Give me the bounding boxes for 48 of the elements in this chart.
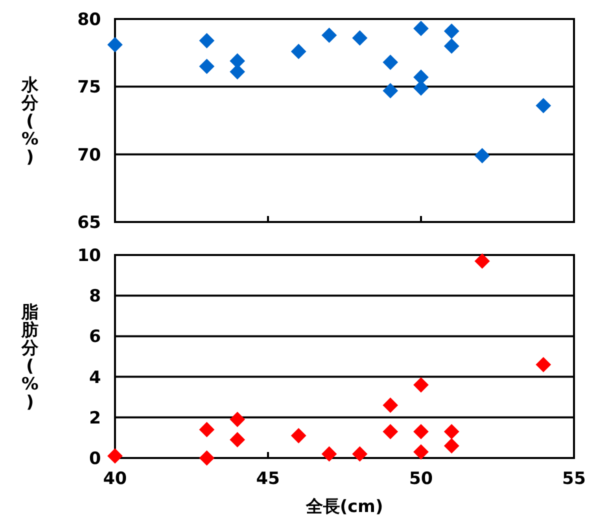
y-axis-title: 水分(%) bbox=[21, 75, 39, 168]
point bbox=[199, 450, 214, 466]
x-axis-title: 全長(cm) bbox=[304, 497, 384, 517]
point bbox=[413, 20, 429, 36]
point bbox=[536, 98, 552, 114]
point bbox=[352, 30, 368, 46]
point bbox=[199, 32, 214, 48]
point bbox=[107, 37, 123, 52]
y-tick-label: 75 bbox=[77, 78, 101, 98]
point bbox=[322, 446, 337, 462]
y-tick-label: 6 bbox=[89, 327, 101, 348]
point bbox=[199, 58, 214, 74]
point bbox=[290, 428, 306, 444]
y-tick-label: 2 bbox=[89, 408, 101, 428]
y-tick-label: 65 bbox=[77, 212, 101, 233]
point bbox=[382, 83, 398, 98]
point bbox=[382, 398, 398, 413]
point bbox=[444, 24, 460, 39]
point bbox=[199, 422, 214, 438]
point bbox=[444, 438, 460, 454]
y-tick-label: 8 bbox=[89, 286, 101, 307]
x-tick-label: 50 bbox=[409, 469, 433, 489]
point bbox=[536, 356, 552, 372]
point bbox=[230, 64, 246, 80]
point bbox=[322, 28, 337, 43]
point bbox=[230, 412, 246, 428]
point bbox=[352, 446, 368, 462]
point bbox=[107, 448, 123, 464]
y-tick-label: 80 bbox=[77, 10, 102, 30]
x-tick-label: 40 bbox=[103, 469, 127, 489]
point bbox=[290, 44, 306, 60]
point bbox=[444, 424, 460, 440]
point bbox=[413, 424, 429, 440]
x-tick-label: 55 bbox=[562, 469, 586, 489]
y-axis-title: 脂肪分(%) bbox=[21, 302, 39, 412]
point bbox=[382, 424, 398, 440]
x-tick-label: 45 bbox=[256, 469, 280, 489]
point bbox=[413, 444, 429, 460]
y-tick-label: 4 bbox=[89, 368, 102, 388]
point bbox=[474, 148, 490, 164]
point bbox=[444, 38, 460, 54]
point bbox=[413, 377, 429, 393]
y-tick-label: 70 bbox=[77, 145, 102, 166]
point bbox=[474, 253, 490, 269]
point bbox=[230, 432, 246, 448]
y-tick-label: 10 bbox=[77, 246, 102, 266]
point bbox=[382, 54, 398, 70]
y-tick-label: 0 bbox=[89, 448, 102, 469]
